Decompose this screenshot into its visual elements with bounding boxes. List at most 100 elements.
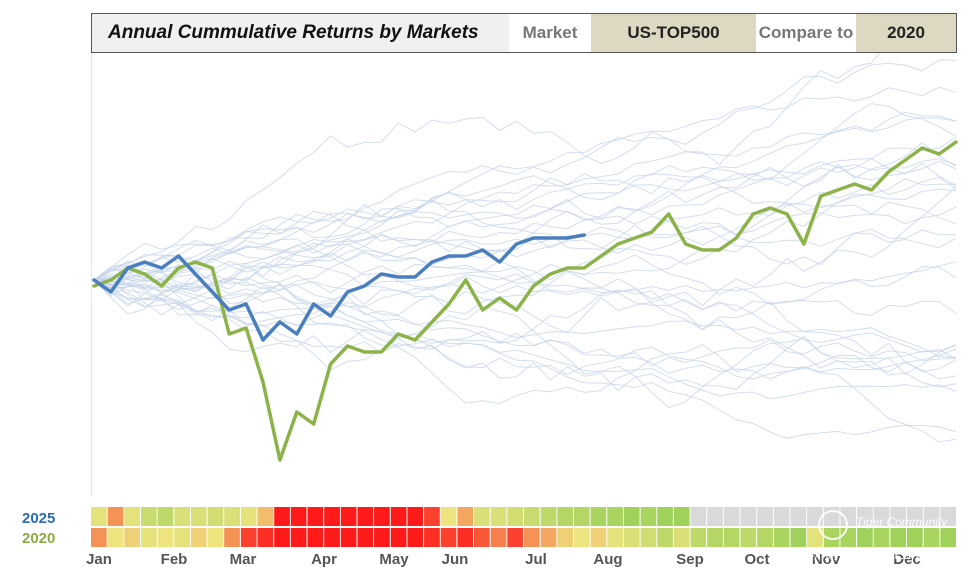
background-year-line	[93, 137, 957, 281]
heatmap-cell-2025	[407, 507, 424, 526]
heatmap-cell-2020	[623, 528, 640, 547]
heatmap-cell-2020	[607, 528, 623, 547]
heatmap-cell-2020	[657, 528, 673, 547]
compare-select[interactable]: 2020	[856, 14, 956, 52]
heatmap-cell-2025	[607, 507, 623, 526]
heatmap-cell-2020	[324, 528, 340, 547]
month-label-apr: Apr	[311, 551, 337, 568]
month-label-jul: Jul	[525, 551, 547, 568]
heatmap-cell-2025	[490, 507, 507, 526]
heatmap-cell-2020	[407, 528, 424, 547]
heatmap-cell-2020	[424, 528, 440, 547]
heatmap-cell-2020	[690, 528, 707, 547]
background-year-line	[93, 232, 957, 281]
heatmap-cell-2025	[357, 507, 374, 526]
heatmap-cell-2025	[723, 507, 740, 526]
heatmap-cell-2020	[124, 528, 140, 547]
background-year-line	[93, 279, 957, 380]
heatmap-cell-2025	[623, 507, 640, 526]
heatmap-cell-2020	[873, 528, 890, 547]
heatmap-cell-2020	[640, 528, 657, 547]
background-year-line	[93, 188, 957, 281]
heatmap-cell-2020	[340, 528, 357, 547]
heatmap-cell-2025	[424, 507, 440, 526]
heatmap-cell-2025	[457, 507, 474, 526]
market-select[interactable]: US-TOP500	[591, 14, 756, 52]
series-line-2025	[92, 233, 586, 342]
month-label-sep: Sep	[676, 551, 704, 568]
heatmap-cell-2020	[673, 528, 690, 547]
heatmap-cell-2025	[390, 507, 407, 526]
background-year-line	[93, 279, 957, 443]
heatmap-cell-2025	[290, 507, 307, 526]
watermark-line2: @欧洲期货交易所Eurex	[782, 546, 931, 562]
heatmap-cell-2025	[207, 507, 224, 526]
background-year-line	[93, 279, 957, 358]
heatmap-cell-2020	[91, 528, 107, 547]
heatmap-cell-2020	[474, 528, 490, 547]
heatmap-cell-2020	[224, 528, 240, 547]
background-year-line	[93, 199, 957, 285]
heatmap-cell-2020	[890, 528, 907, 547]
background-year-line	[93, 86, 957, 283]
heatmap-cell-2025	[673, 507, 690, 526]
background-year-line	[93, 59, 957, 281]
background-year-line	[93, 279, 957, 400]
heatmap-cell-2020	[807, 528, 823, 547]
heatmap-cell-2025	[440, 507, 457, 526]
month-label-feb: Feb	[160, 551, 188, 568]
heatmap-cell-2025	[773, 507, 790, 526]
heatmap-cell-2025	[124, 507, 140, 526]
background-year-line	[93, 262, 957, 375]
heatmap-cell-2020	[440, 528, 457, 547]
heatmap-cell-2020	[274, 528, 290, 547]
month-label-mar: Mar	[229, 551, 257, 568]
heatmap-cell-2025	[923, 507, 940, 526]
heatmap-cell-2025	[190, 507, 207, 526]
heatmap-row-label-2025: 2025	[22, 510, 56, 527]
heatmap-cell-2025	[940, 507, 956, 526]
heatmap-cell-2020	[257, 528, 274, 547]
weekly-heatmap	[91, 507, 956, 547]
watermark-line1: Tiger Community	[856, 515, 948, 529]
heatmap-cell-2025	[557, 507, 573, 526]
heatmap-cell-2025	[790, 507, 807, 526]
heatmap-cell-2025	[257, 507, 274, 526]
heatmap-cell-2025	[857, 507, 873, 526]
background-year-line	[93, 111, 957, 301]
heatmap-cell-2020	[157, 528, 174, 547]
heatmap-cell-2020	[740, 528, 757, 547]
heatmap-cell-2020	[907, 528, 923, 547]
tiger-logo-icon	[818, 510, 848, 540]
month-label-oct: Oct	[744, 551, 770, 568]
chart-title: Annual Cummulative Returns by Markets	[92, 14, 509, 52]
month-label-nov: Nov	[811, 551, 841, 568]
background-year-line	[93, 279, 957, 380]
heatmap-cell-2020	[590, 528, 607, 547]
heatmap-cell-2020	[207, 528, 224, 547]
heatmap-cell-2020	[490, 528, 507, 547]
heatmap-cell-2020	[307, 528, 324, 547]
heatmap-cell-2025	[91, 507, 107, 526]
heatmap-cell-2020	[723, 528, 740, 547]
heatmap-cell-2025	[157, 507, 174, 526]
background-year-line	[93, 117, 957, 285]
heatmap-cell-2025	[873, 507, 890, 526]
background-year-line	[93, 186, 957, 334]
heatmap-cell-2020	[773, 528, 790, 547]
heatmap-cell-2025	[540, 507, 557, 526]
heatmap-cell-2020	[390, 528, 407, 547]
heatmap-cell-2020	[141, 528, 157, 547]
heatmap-cell-2020	[923, 528, 940, 547]
heatmap-cell-2020	[357, 528, 374, 547]
heatmap-cell-2025	[590, 507, 607, 526]
background-year-line	[93, 142, 957, 291]
heatmap-cell-2020	[190, 528, 207, 547]
heatmap-cell-2020	[240, 528, 257, 547]
heatmap-cell-2025	[640, 507, 657, 526]
heatmap-cell-2025	[740, 507, 757, 526]
heatmap-cell-2020	[574, 528, 590, 547]
returns-plot	[92, 19, 958, 462]
heatmap-cell-2025	[240, 507, 257, 526]
month-label-jan: Jan	[86, 551, 112, 568]
